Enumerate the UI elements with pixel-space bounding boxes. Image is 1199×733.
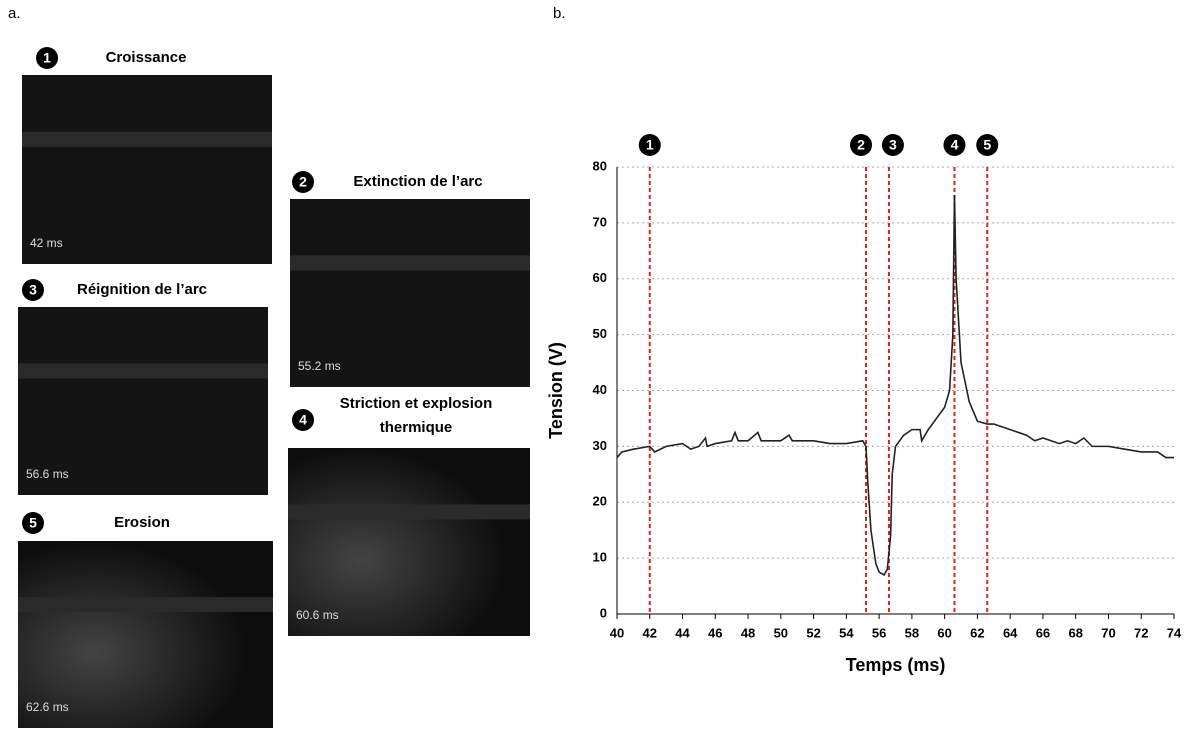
frame-band — [288, 504, 530, 520]
frame-image — [22, 75, 272, 264]
x-tick-label: 42 — [643, 625, 657, 640]
x-tick-label: 44 — [675, 625, 690, 640]
frame-band — [18, 363, 268, 379]
y-tick-label: 0 — [600, 605, 607, 620]
frame-time: 42 ms — [30, 236, 63, 250]
x-tick-label: 68 — [1068, 625, 1082, 640]
badge-number: 5 — [29, 515, 37, 531]
number-badge — [638, 134, 661, 156]
badge-number: 2 — [299, 174, 307, 190]
x-tick-label: 48 — [741, 625, 755, 640]
badge-number: 5 — [983, 137, 991, 153]
frame-time: 56.6 ms — [26, 467, 69, 481]
x-tick-label: 54 — [839, 625, 854, 640]
x-tick-label: 74 — [1167, 625, 1182, 640]
y-tick-label: 20 — [593, 494, 607, 509]
frame-image — [290, 199, 530, 387]
panel-label: b. — [553, 5, 566, 22]
x-tick-label: 62 — [970, 625, 984, 640]
x-tick-label: 66 — [1036, 625, 1050, 640]
frame-band — [22, 131, 272, 147]
badge-number: 3 — [889, 137, 897, 153]
number-badge — [36, 47, 58, 69]
y-tick-label: 40 — [593, 382, 607, 397]
data-line — [616, 194, 1174, 576]
x-tick-label: 46 — [708, 625, 722, 640]
frame-time: 55.2 ms — [298, 359, 341, 373]
number-badge — [22, 279, 44, 301]
x-axis-label: Temps (ms) — [846, 655, 946, 675]
frame-image — [18, 307, 268, 495]
badge-number: 2 — [857, 137, 865, 153]
number-badge — [850, 134, 873, 156]
y-tick-label: 30 — [593, 438, 607, 453]
x-tick-label: 72 — [1134, 625, 1148, 640]
x-tick-label: 56 — [872, 625, 886, 640]
y-tick-label: 80 — [593, 158, 607, 173]
x-tick-label: 52 — [806, 625, 820, 640]
frame-title: Extinction de l’arc — [353, 173, 482, 190]
frame-image — [288, 448, 530, 636]
frame-title: Striction et explosion — [340, 395, 493, 412]
x-tick-label: 50 — [774, 625, 788, 640]
x-tick-label: 64 — [1003, 625, 1018, 640]
badge-number: 3 — [29, 282, 37, 298]
frame-time: 60.6 ms — [296, 608, 339, 622]
number-badge — [943, 134, 966, 156]
frame-time: 62.6 ms — [26, 700, 69, 714]
badge-number: 4 — [299, 412, 307, 428]
frame-band — [18, 597, 273, 613]
y-tick-label: 70 — [593, 214, 607, 229]
frame-image — [18, 541, 273, 728]
number-badge — [292, 409, 314, 431]
frame-title: Réignition de l’arc — [77, 281, 207, 298]
badge-number: 4 — [951, 137, 959, 153]
number-badge — [292, 171, 314, 193]
number-badge — [881, 134, 904, 156]
frame-title: Croissance — [106, 49, 187, 66]
x-tick-label: 60 — [937, 625, 951, 640]
frame-title: Erosion — [114, 514, 170, 531]
number-badge — [976, 134, 999, 156]
frame-title: thermique — [380, 419, 453, 436]
x-tick-label: 70 — [1101, 625, 1115, 640]
badge-number: 1 — [646, 137, 654, 153]
y-tick-label: 60 — [593, 270, 607, 285]
frame-band — [290, 255, 530, 271]
panel-label: a. — [8, 5, 21, 22]
x-tick-label: 58 — [905, 625, 919, 640]
badge-number: 1 — [43, 50, 51, 66]
y-tick-label: 50 — [593, 326, 607, 341]
y-axis-label: Tension (V) — [546, 342, 566, 439]
y-tick-label: 10 — [593, 550, 607, 565]
x-tick-label: 40 — [610, 625, 624, 640]
number-badge — [22, 512, 44, 534]
